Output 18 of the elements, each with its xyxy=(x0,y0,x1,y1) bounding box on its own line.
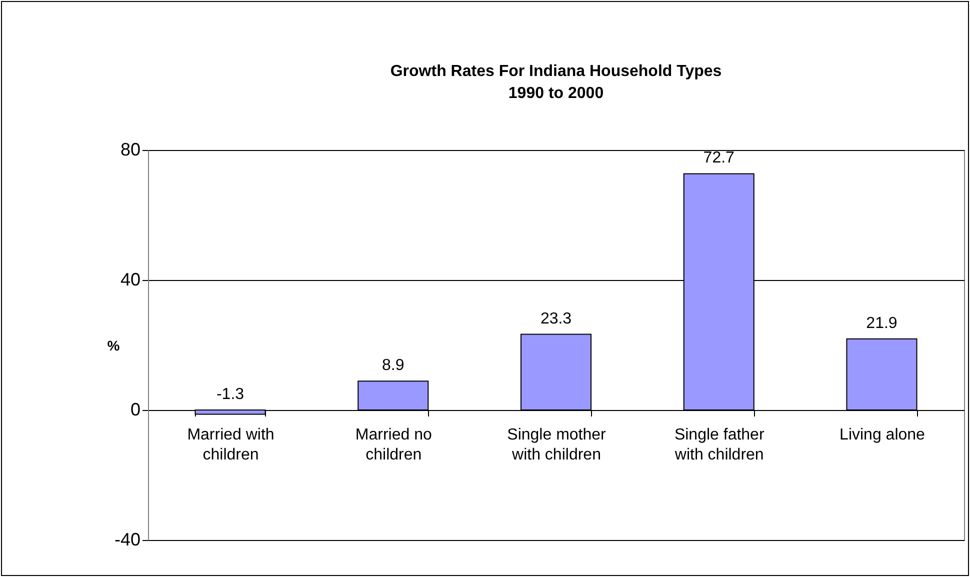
data-label: 8.9 xyxy=(382,357,404,374)
bar xyxy=(194,410,266,415)
x-tick-label: Single mother with children xyxy=(507,426,607,464)
chart-subtitle: 1990 to 2000 xyxy=(508,85,604,102)
data-label: 72.7 xyxy=(703,150,735,167)
chart-title: Growth Rates For Indiana Household Types xyxy=(390,63,722,80)
y-tick-label: -40 xyxy=(114,530,140,550)
data-label: 23.3 xyxy=(540,310,572,328)
x-tick-label: Single father with children xyxy=(674,426,765,464)
y-tick-label: 40 xyxy=(120,270,140,290)
data-label: 21.9 xyxy=(866,314,898,332)
x-tick-label: Married with children xyxy=(187,426,274,464)
x-tick-label: Married no children xyxy=(355,426,432,464)
y-axis-title: % xyxy=(107,337,120,354)
data-label: -1.3 xyxy=(216,386,244,403)
x-tick-label: Living alone xyxy=(840,426,926,444)
y-tick-label: 0 xyxy=(130,400,140,420)
y-tick-label: 80 xyxy=(120,140,140,160)
